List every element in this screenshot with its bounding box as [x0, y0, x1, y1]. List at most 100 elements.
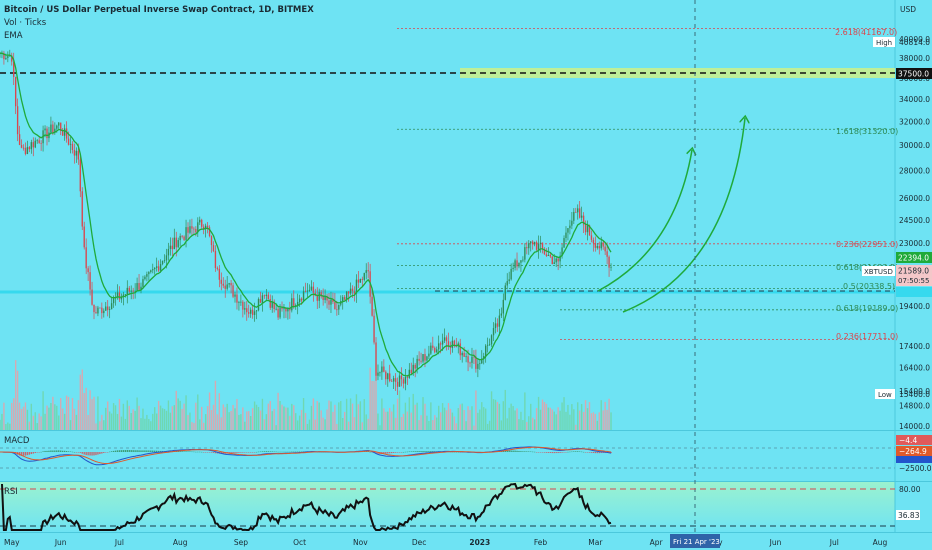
- candle-body: [410, 369, 412, 374]
- candle-body: [606, 251, 608, 257]
- candle-body: [73, 149, 76, 156]
- price-tick: 24500.0: [899, 216, 930, 225]
- volume-bar: [512, 406, 514, 430]
- candle-body: [34, 140, 36, 148]
- candle-body: [251, 309, 254, 315]
- candle-body: [426, 356, 428, 361]
- macd-hist-bar: [30, 452, 33, 455]
- projection-arrow-2[interactable]: [622, 118, 745, 313]
- volume-bar: [91, 399, 93, 430]
- candle-body: [559, 255, 561, 262]
- candle-body: [318, 292, 320, 301]
- candle-body: [565, 232, 567, 239]
- level-37500-tag: [896, 68, 932, 79]
- candle-body: [18, 134, 21, 145]
- volume-bar: [516, 408, 518, 430]
- candle-body: [310, 286, 313, 290]
- price-tick: 26000.0: [899, 194, 930, 203]
- volume-bar: [251, 408, 254, 430]
- volume-bar: [526, 421, 528, 430]
- candle-body: [428, 353, 430, 357]
- macd-tag-3: [896, 456, 932, 463]
- volume-bar: [449, 408, 452, 430]
- macd-hist-bar: [410, 451, 412, 452]
- candle-body: [257, 298, 260, 311]
- macd-hist-bar: [91, 452, 93, 456]
- macd-hist-bar: [140, 450, 142, 452]
- volume-bar: [302, 398, 305, 430]
- candle-body: [236, 294, 238, 303]
- volume-bar: [1, 413, 3, 430]
- macd-hist-bar: [406, 451, 409, 453]
- macd-hist-bar: [181, 451, 183, 452]
- volume-bar: [510, 403, 512, 430]
- macd-hist-bar: [285, 451, 287, 453]
- level-37500-value: 37500.0: [898, 70, 929, 79]
- candle-body: [575, 211, 577, 213]
- volume-bar: [50, 402, 52, 430]
- volume-bar: [195, 402, 197, 430]
- rsi-line: [1, 482, 612, 532]
- rsi-label[interactable]: RSI: [4, 487, 18, 497]
- candle-body: [181, 235, 183, 237]
- candle-body: [396, 381, 399, 387]
- candle-body: [528, 243, 530, 249]
- candle-body: [89, 272, 91, 290]
- candle-body: [465, 356, 467, 358]
- volume-bar: [187, 415, 189, 430]
- candle-body: [28, 147, 31, 150]
- candle-body: [539, 242, 542, 245]
- candle-body: [545, 254, 548, 256]
- candle-body: [320, 292, 322, 297]
- candle-body: [232, 285, 234, 297]
- macd-hist-bar: [142, 450, 144, 452]
- volume-bar: [522, 420, 524, 430]
- candle-body: [416, 358, 418, 369]
- volume-bar: [326, 409, 328, 430]
- macd-hist-bar: [561, 452, 563, 453]
- ema-indicator-label[interactable]: EMA: [4, 31, 23, 41]
- volume-bar: [36, 423, 38, 430]
- volume-bar: [28, 421, 31, 430]
- macd-hist-bar: [459, 452, 461, 453]
- volume-bar: [528, 416, 530, 430]
- candle-body: [38, 140, 40, 143]
- volume-bar: [73, 408, 76, 430]
- volume-bar: [447, 403, 450, 430]
- volume-bar: [16, 370, 19, 430]
- candle-body: [502, 299, 505, 314]
- volume-bar: [398, 390, 401, 430]
- macd-hist-bar: [365, 451, 367, 452]
- month-label: Dec: [412, 538, 427, 547]
- volume-bar: [204, 414, 207, 430]
- macd-hist-bar: [202, 452, 205, 453]
- macd-hist-bar: [539, 452, 542, 453]
- candle-body: [422, 354, 424, 362]
- volume-bar: [246, 411, 248, 430]
- volume-bar: [353, 417, 356, 430]
- volume-bar: [439, 412, 442, 430]
- volume-bar: [459, 404, 461, 430]
- volume-bar: [477, 412, 479, 430]
- macd-hist-bar: [557, 452, 559, 454]
- macd-hist-bar: [412, 451, 414, 452]
- volume-bar: [159, 405, 162, 430]
- candle-body: [197, 222, 199, 233]
- projection-arrow-1[interactable]: [597, 150, 692, 292]
- candle-body: [167, 248, 170, 256]
- candle-body: [512, 267, 514, 269]
- volume-bar: [42, 391, 44, 430]
- volume-bar: [122, 403, 125, 430]
- macd-hist-bar: [571, 451, 573, 453]
- volume-indicator-label[interactable]: Vol · Ticks: [4, 18, 47, 28]
- volume-bar: [500, 420, 503, 430]
- volume-bar: [77, 400, 80, 430]
- candle-body: [492, 328, 495, 336]
- macd-hist-bar: [157, 450, 160, 452]
- macd-label[interactable]: MACD: [4, 436, 30, 446]
- volume-bar: [608, 398, 610, 430]
- fibonacci-levels[interactable]: [397, 28, 895, 340]
- macd-hist-bar: [506, 450, 508, 452]
- fib-1618-label: 1.618(31320.0): [836, 127, 898, 136]
